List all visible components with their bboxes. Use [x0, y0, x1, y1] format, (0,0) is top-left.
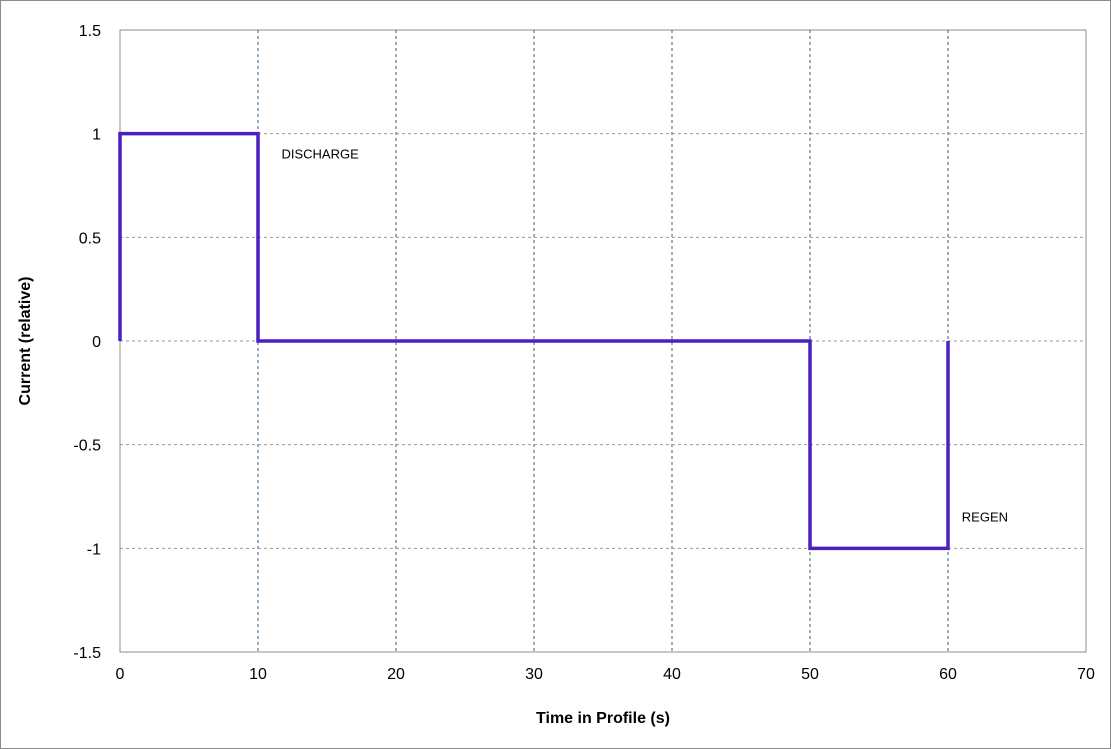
x-tick-label: 10 [249, 666, 267, 683]
y-tick-label: -1.5 [73, 645, 101, 662]
y-tick-label: 0 [92, 334, 101, 351]
x-tick-label: 20 [387, 666, 405, 683]
x-tick-label: 60 [939, 666, 957, 683]
series-layer [118, 131, 950, 551]
y-tick-label: 1 [92, 127, 101, 144]
y-tick-label: -1 [87, 541, 101, 558]
annotation-discharge: DISCHARGE [281, 147, 359, 162]
tick-labels: 0 10 20 30 40 50 60 70 1.5 1 0.5 0 -0.5 -1 -1.5 [73, 23, 1095, 683]
x-axis-title: Time in Profile (s) [536, 710, 670, 727]
x-tick-label: 0 [116, 666, 125, 683]
x-tick-label: 30 [525, 666, 543, 683]
x-tick-label: 70 [1077, 666, 1095, 683]
y-tick-label: 1.5 [79, 23, 101, 40]
y-axis-title: Current (relative) [17, 277, 34, 406]
x-tick-label: 50 [801, 666, 819, 683]
annotation-layer: DISCHARGE REGEN [281, 147, 1008, 525]
x-tick-label: 40 [663, 666, 681, 683]
annotation-regen: REGEN [962, 509, 1008, 524]
y-tick-label: -0.5 [73, 438, 101, 455]
y-tick-label: 0.5 [79, 230, 101, 247]
current-step-series [118, 131, 950, 551]
